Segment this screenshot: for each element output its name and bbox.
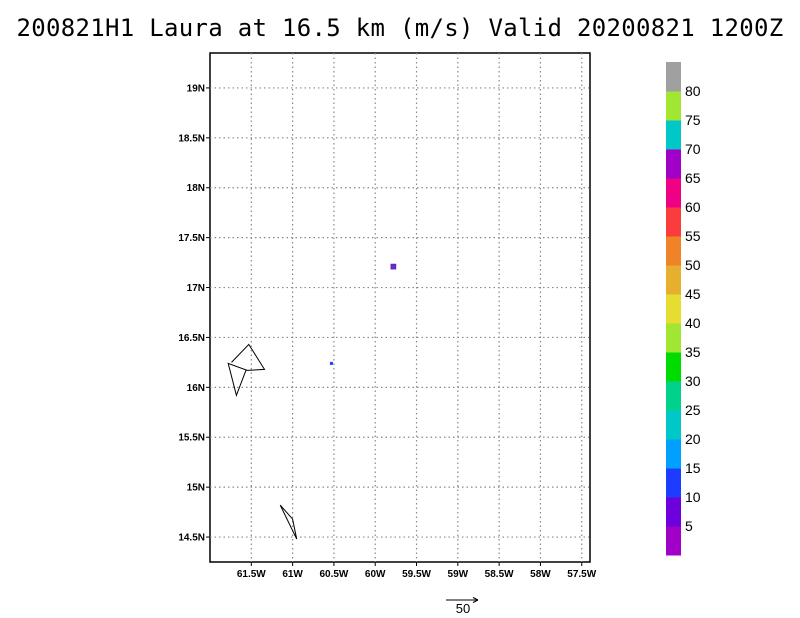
lat-tick-label: 15.5N — [178, 433, 205, 444]
lon-tick-label: 60W — [365, 569, 386, 580]
colorbar-segment — [666, 381, 681, 411]
lon-tick-label: 58W — [530, 569, 551, 580]
colorbar-label: 80 — [685, 83, 701, 99]
lat-tick-label: 17N — [187, 283, 205, 294]
map-frame — [209, 52, 591, 563]
colorbar-segment — [666, 410, 681, 440]
map-title: 200821H1 Laura at 16.5 km (m/s) Valid 20… — [16, 14, 784, 42]
colorbar-segment — [666, 91, 681, 121]
lon-tick-label: 61.5W — [237, 569, 266, 580]
colorbar-segment — [666, 120, 681, 150]
lat-tick-label: 18N — [187, 183, 205, 194]
colorbar-segment — [666, 526, 681, 556]
colorbar-segment — [666, 352, 681, 382]
vector-key: 50 — [446, 597, 479, 616]
colorbar-label: 30 — [685, 373, 701, 389]
lon-tick-label: 61W — [282, 569, 303, 580]
colorbar-label: 50 — [685, 257, 701, 273]
lat-tick-label: 16N — [187, 383, 205, 394]
lat-tick-label: 18.5N — [178, 133, 205, 144]
colorbar-segment — [666, 294, 681, 324]
lat-tick-label: 14.5N — [178, 533, 205, 544]
lon-tick-label: 57.5W — [567, 569, 596, 580]
lon-tick-label: 59.5W — [402, 569, 431, 580]
colorbar-segment — [666, 497, 681, 527]
colorbar-label: 75 — [685, 112, 701, 128]
colorbar-segment — [666, 236, 681, 266]
colorbar-segment — [666, 178, 681, 208]
vector-key-label: 50 — [456, 601, 470, 616]
coastline-guadeloupe — [227, 343, 266, 397]
lat-tick-label: 17.5N — [178, 233, 205, 244]
colorbar-label: 65 — [685, 170, 701, 186]
colorbar-label: 35 — [685, 344, 701, 360]
colorbar-label: 5 — [685, 518, 693, 534]
lon-tick-label: 60.5W — [319, 569, 348, 580]
colorbar-segment — [666, 323, 681, 353]
colorbar-label: 40 — [685, 315, 701, 331]
lat-tick-label: 16.5N — [178, 333, 205, 344]
colorbar-segment — [666, 439, 681, 469]
wind-data-marks — [329, 263, 397, 365]
grid-lines — [210, 53, 590, 562]
coastlines — [227, 343, 298, 540]
colorbar-segment — [666, 149, 681, 179]
colorbar: 5 10 15 20 25 30 35 40 45 50 55 60 65 70 75 80 — [666, 62, 701, 556]
lon-tick-label: 59W — [448, 569, 469, 580]
lon-tick-label: 58.5W — [485, 569, 514, 580]
colorbar-label: 60 — [685, 199, 701, 215]
wind-data-mark — [390, 263, 397, 270]
colorbar-label: 20 — [685, 431, 701, 447]
colorbar-segment — [666, 62, 681, 92]
longitude-ticks: 61.5W 61W 60.5W 60W 59.5W 59W 58.5W 58W 57.5W — [237, 562, 597, 580]
colorbar-label: 70 — [685, 141, 701, 157]
colorbar-segment — [666, 468, 681, 498]
vector-key-arrowhead — [472, 597, 479, 603]
colorbar-label: 15 — [685, 460, 701, 476]
colorbar-segment — [666, 265, 681, 295]
wind-data-mark — [329, 361, 333, 365]
colorbar-label: 45 — [685, 286, 701, 302]
colorbar-label: 10 — [685, 489, 701, 505]
colorbar-segment — [666, 207, 681, 237]
lat-tick-label: 15N — [187, 483, 205, 494]
colorbar-label: 25 — [685, 402, 701, 418]
latitude-ticks: 19N 18.5N 18N 17.5N 17N 16.5N 16N 15.5N 15N 14.5N — [178, 83, 210, 544]
coastline-dominica — [279, 504, 298, 540]
lat-tick-label: 19N — [187, 83, 205, 94]
colorbar-label: 55 — [685, 228, 701, 244]
